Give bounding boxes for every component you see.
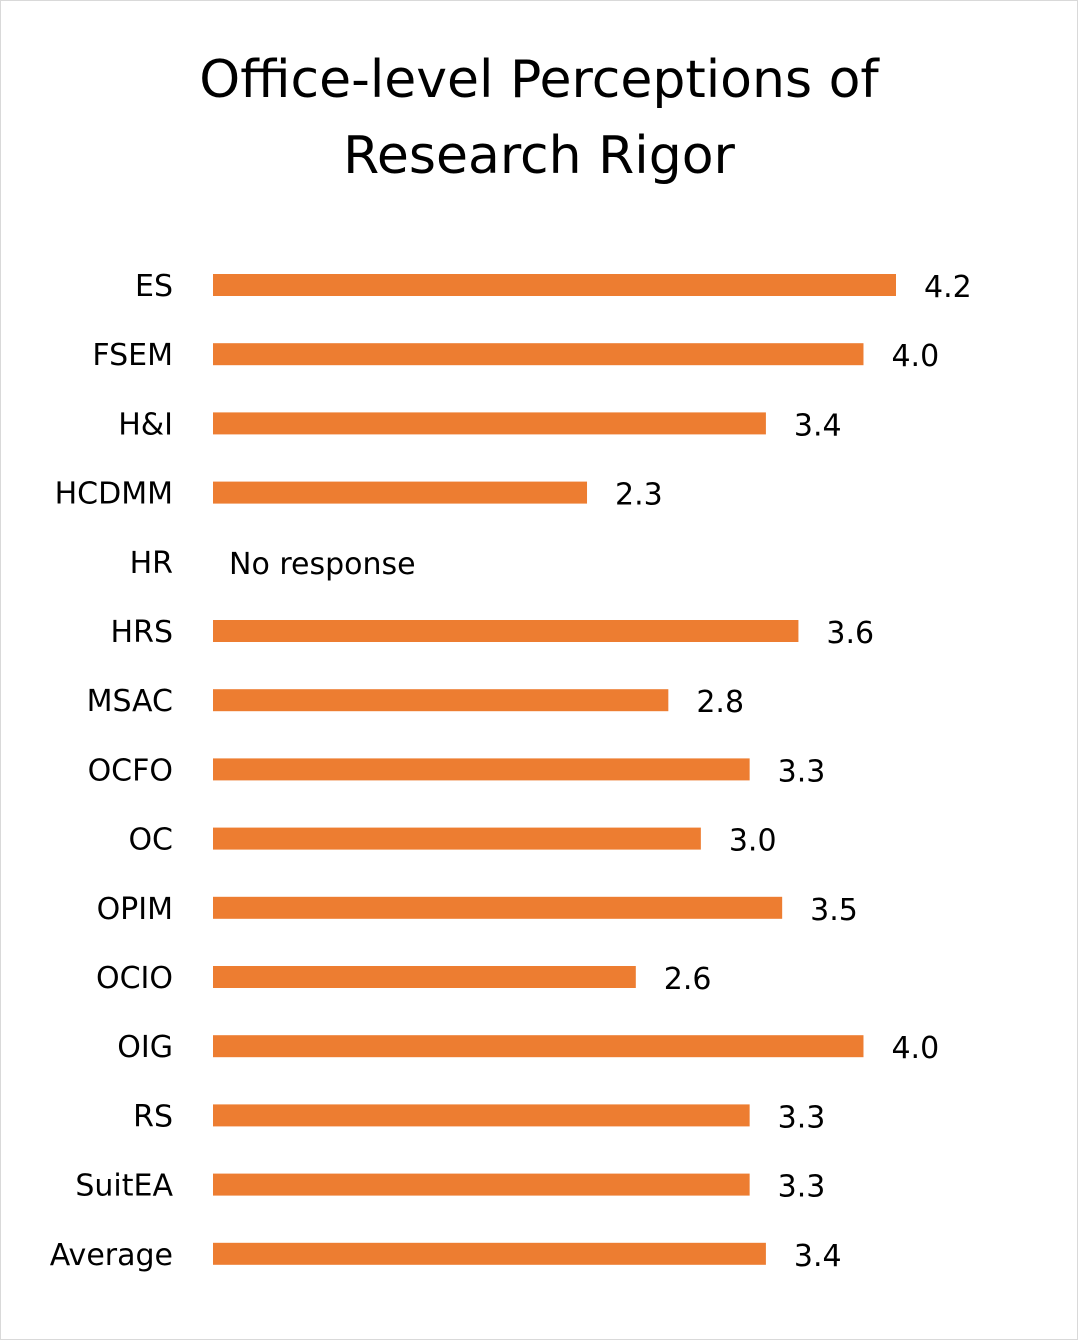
category-label-msac: MSAC <box>87 684 173 719</box>
value-label-rs: 3.3 <box>778 1100 826 1135</box>
category-label-opim: OPIM <box>97 892 173 927</box>
value-label-oc: 3.0 <box>729 824 777 859</box>
category-label-average: Average <box>50 1238 173 1273</box>
value-label-opim: 3.5 <box>810 893 858 928</box>
value-label-h-i: 3.4 <box>794 408 842 443</box>
bar-h-i <box>213 412 766 435</box>
category-label-oc: OC <box>128 823 173 858</box>
category-label-ocfo: OCFO <box>88 753 173 788</box>
bar-fsem <box>213 343 864 366</box>
value-label-hcdmm: 2.3 <box>615 478 663 513</box>
category-label-rs: RS <box>133 1099 173 1134</box>
bar-average <box>213 1242 766 1265</box>
category-label-fsem: FSEM <box>92 338 173 373</box>
value-label-suitea: 3.3 <box>778 1170 826 1205</box>
value-label-average: 3.4 <box>794 1239 842 1274</box>
value-label-ocfo: 3.3 <box>778 754 826 789</box>
bar-msac <box>213 689 669 712</box>
value-label-msac: 2.8 <box>696 685 744 720</box>
category-label-hrs: HRS <box>111 615 173 650</box>
bar-ocfo <box>213 758 750 781</box>
bar-ocio <box>213 966 636 988</box>
category-label-oig: OIG <box>117 1030 173 1065</box>
bar-hcdmm <box>213 481 588 504</box>
bar-rs <box>213 1104 750 1127</box>
bar-opim <box>213 896 783 919</box>
category-label-h-i: H&I <box>118 407 173 442</box>
no-response-label-hr: No response <box>229 547 416 582</box>
value-label-fsem: 4.0 <box>891 339 939 374</box>
category-label-ocio: OCIO <box>96 961 173 996</box>
category-label-suitea: SuitEA <box>75 1169 173 1204</box>
bar-hrs <box>213 620 799 642</box>
bar-suitea <box>213 1173 750 1196</box>
bar-oc <box>213 827 701 850</box>
value-label-es: 4.2 <box>924 270 972 305</box>
bar-oig <box>213 1035 864 1058</box>
category-label-hr: HR <box>130 546 173 581</box>
chart-title: Office-level Perceptions of Research Rig… <box>199 50 879 186</box>
value-label-hrs: 3.6 <box>826 616 874 651</box>
value-label-ocio: 2.6 <box>664 962 712 997</box>
bar-es <box>213 274 896 296</box>
category-label-es: ES <box>135 269 173 304</box>
value-label-oig: 4.0 <box>891 1031 939 1066</box>
category-label-hcdmm: HCDMM <box>55 477 173 512</box>
